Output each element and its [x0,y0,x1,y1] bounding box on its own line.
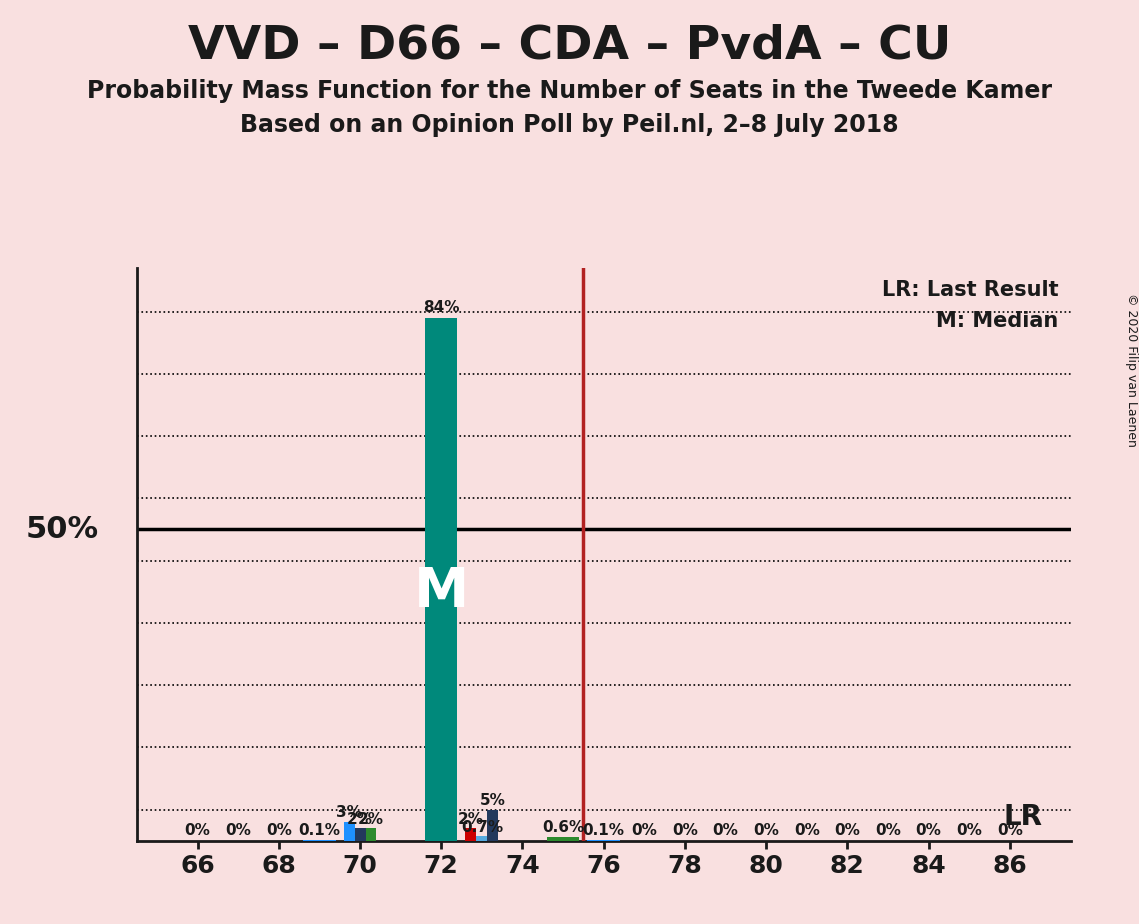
Bar [547,837,580,841]
Text: 0%: 0% [997,823,1023,838]
Text: 2%: 2% [458,811,484,826]
Text: 50%: 50% [26,515,99,544]
Text: 0.6%: 0.6% [542,821,584,835]
Text: 0.1%: 0.1% [298,823,341,838]
Text: VVD – D66 – CDA – PvdA – CU: VVD – D66 – CDA – PvdA – CU [188,23,951,68]
Text: 0%: 0% [672,823,698,838]
Text: 0%: 0% [875,823,901,838]
Bar [487,809,498,841]
Text: LR: LR [1003,803,1042,832]
Text: 5%: 5% [480,793,506,808]
Bar [425,318,458,841]
Text: M: M [413,565,469,619]
Text: 84%: 84% [423,299,459,315]
Bar [466,829,476,841]
Text: 0%: 0% [794,823,820,838]
Text: 0%: 0% [713,823,738,838]
Bar [354,829,366,841]
Text: 0%: 0% [185,823,211,838]
Text: 2%: 2% [347,811,374,826]
Bar [366,829,377,841]
Text: 2%: 2% [358,811,384,826]
Text: © 2020 Filip van Laenen: © 2020 Filip van Laenen [1124,293,1138,446]
Bar [344,822,354,841]
Text: M: Median: M: Median [936,310,1058,331]
Text: 0.1%: 0.1% [583,823,624,838]
Bar [476,836,487,841]
Text: Based on an Opinion Poll by Peil.nl, 2–8 July 2018: Based on an Opinion Poll by Peil.nl, 2–8… [240,113,899,137]
Text: Probability Mass Function for the Number of Seats in the Tweede Kamer: Probability Mass Function for the Number… [87,79,1052,103]
Text: 3%: 3% [336,806,362,821]
Text: 0%: 0% [835,823,860,838]
Text: 0%: 0% [957,823,982,838]
Text: 0%: 0% [753,823,779,838]
Text: 0.7%: 0.7% [461,820,503,834]
Text: 0%: 0% [631,823,657,838]
Text: 0%: 0% [916,823,942,838]
Text: 0%: 0% [226,823,251,838]
Text: LR: Last Result: LR: Last Result [882,280,1058,299]
Text: 0%: 0% [265,823,292,838]
